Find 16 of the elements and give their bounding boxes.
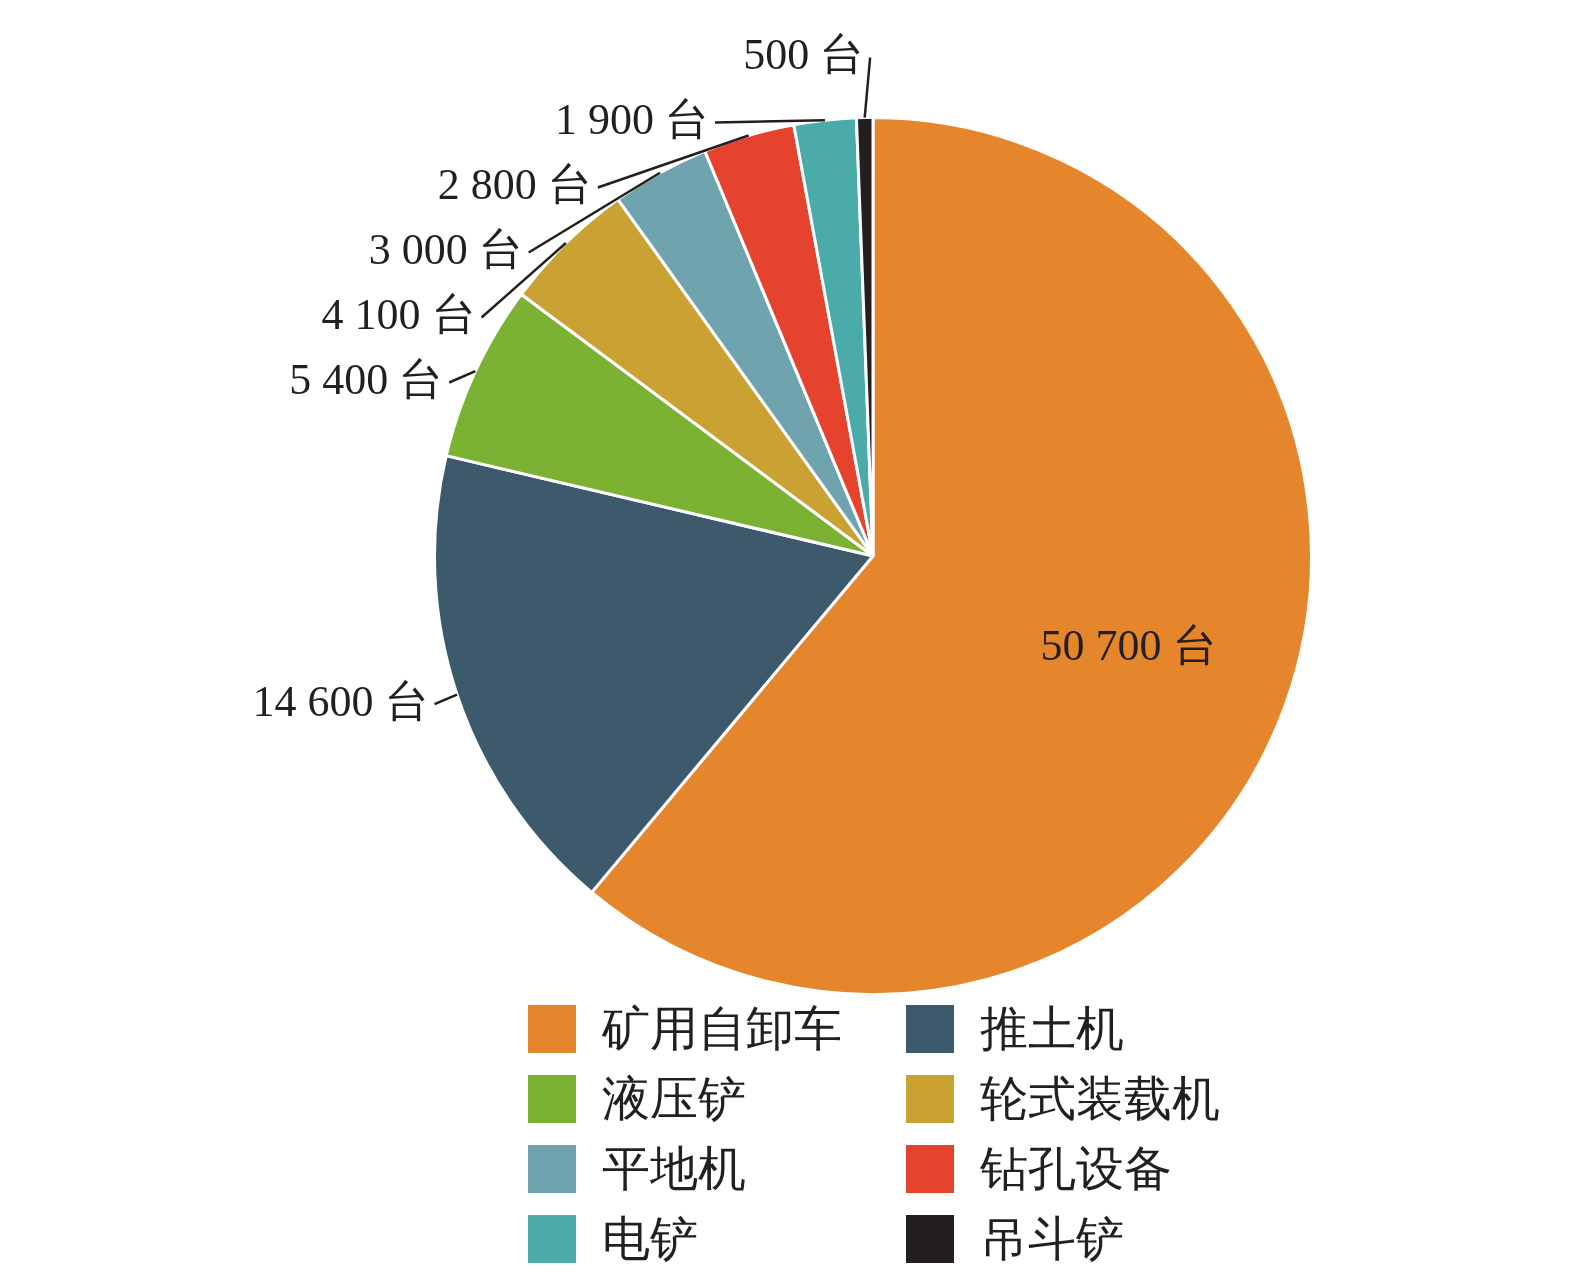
data-label: 4 100 台 [321, 290, 476, 340]
legend-label: 平地机 [602, 1142, 746, 1195]
data-label: 3 000 台 [368, 225, 523, 275]
legend-label: 钻孔设备 [980, 1142, 1172, 1195]
data-label: 500 台 [743, 30, 865, 80]
data-label: 50 700 台 [1040, 621, 1217, 671]
legend-label: 轮式装载机 [980, 1072, 1220, 1125]
legend-label: 吊斗铲 [980, 1212, 1124, 1265]
legend-label: 液压铲 [602, 1072, 746, 1125]
legend-label: 推土机 [980, 1002, 1124, 1055]
data-label: 2 800 台 [437, 160, 592, 210]
data-label: 5 400 台 [289, 355, 444, 405]
legend-label: 电铲 [602, 1212, 698, 1265]
data-label: 1 900 台 [554, 95, 709, 145]
data-label: 14 600 台 [252, 676, 429, 726]
legend-label: 矿用自卸车 [602, 1002, 842, 1055]
